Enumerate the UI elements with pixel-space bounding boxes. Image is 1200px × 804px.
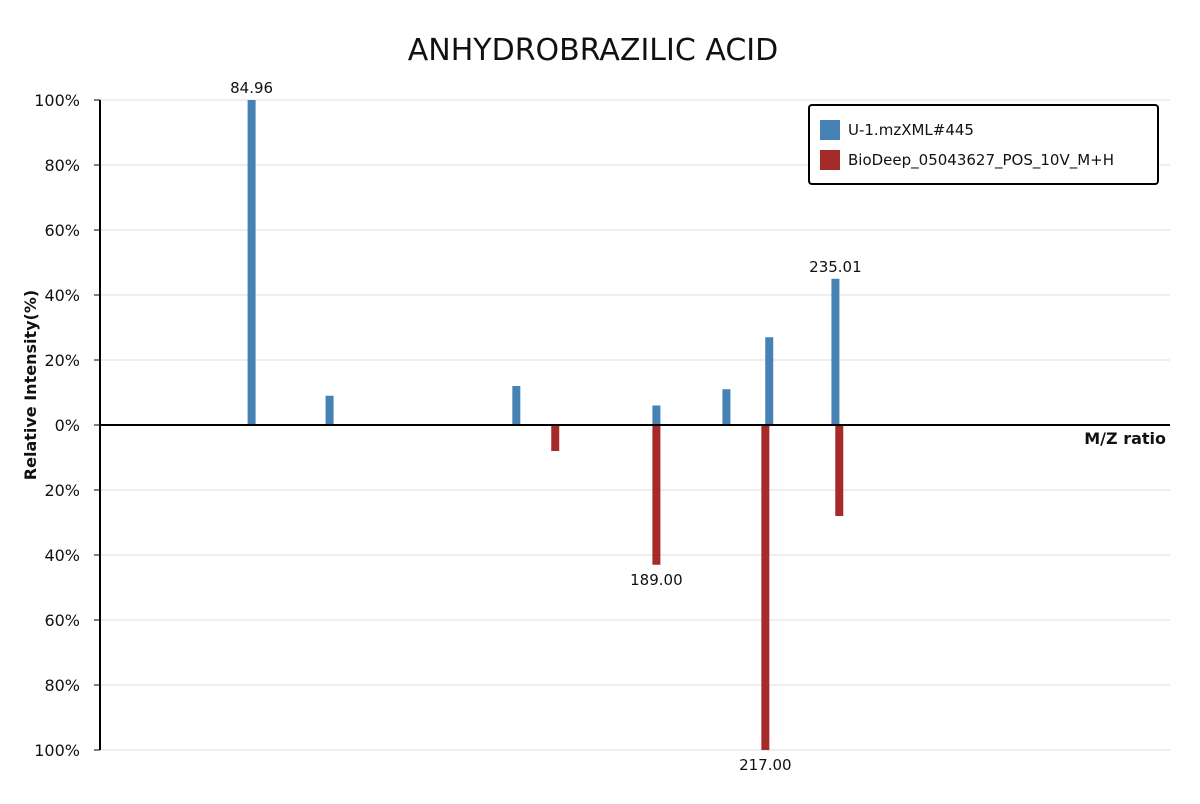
spectrum-bar (835, 425, 844, 516)
y-tick-label: 100% (34, 741, 80, 760)
peak-label: 235.01 (809, 258, 862, 276)
y-tick-label: 80% (44, 676, 80, 695)
y-tick-label: 40% (44, 546, 80, 565)
peak-labels: 84.96 235.01 189.00 217.00 (230, 79, 862, 774)
spectrum-bar (551, 425, 560, 451)
spectrum-bar (765, 337, 774, 425)
y-tick-label: 80% (44, 156, 80, 175)
spectrum-bar (761, 425, 770, 750)
bars (247, 100, 844, 750)
legend-swatch (820, 150, 840, 170)
y-tick-label: 40% (44, 286, 80, 305)
y-tick-label: 20% (44, 351, 80, 370)
chart-title: ANHYDROBRAZILIC ACID (408, 33, 778, 68)
legend-box (808, 104, 1159, 185)
spectrum-bar (512, 386, 521, 425)
legend-label: BioDeep_05043627_POS_10V_M+H (848, 151, 1114, 170)
spectrum-bar (722, 389, 731, 425)
legend: U-1.mzXML#445 BioDeep_05043627_POS_10V_M+… (808, 104, 1159, 185)
spectrum-bar (247, 100, 256, 425)
legend-items: U-1.mzXML#445 BioDeep_05043627_POS_10V_M+… (820, 120, 1114, 170)
peak-label: 189.00 (630, 571, 683, 589)
peak-label: 84.96 (230, 79, 273, 97)
y-tick-label: 0% (55, 416, 80, 435)
legend-swatch (820, 120, 840, 140)
y-axis-title: Relative Intensity(%) (21, 290, 40, 480)
x-axis-title: M/Z ratio (1084, 429, 1166, 448)
spectrum-bar (831, 278, 840, 425)
y-tick-label: 60% (44, 611, 80, 630)
legend-label: U-1.mzXML#445 (848, 121, 974, 139)
y-tick-label: 20% (44, 481, 80, 500)
y-tick-label: 60% (44, 221, 80, 240)
spectrum-bar (652, 405, 661, 425)
peak-label: 217.00 (739, 756, 792, 774)
y-tick-label: 100% (34, 91, 80, 110)
spectrum-bar (652, 425, 661, 565)
y-tick-labels: 100% 80% 60% 40% 20% 0% 20% 40% 60% 80% 100% (34, 91, 100, 760)
spectrum-bar (325, 395, 334, 425)
